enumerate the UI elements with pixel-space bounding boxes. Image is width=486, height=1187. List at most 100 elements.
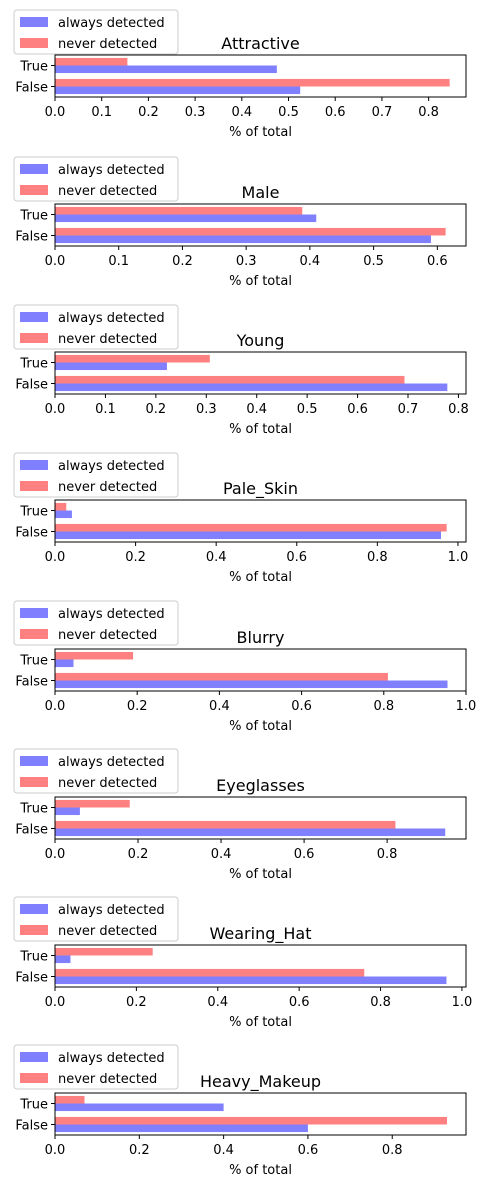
xtick-label: 0.2 bbox=[125, 550, 146, 565]
xtick-label: 0.0 bbox=[45, 699, 66, 714]
legend-box bbox=[13, 1044, 179, 1090]
legend-swatch-always-detected bbox=[20, 312, 48, 322]
bar-never-detected-true bbox=[55, 651, 134, 660]
legend-label-always-detected: always detected bbox=[58, 607, 165, 622]
legend: always detected never detected bbox=[13, 1044, 179, 1090]
bar-never-detected-false bbox=[55, 672, 388, 681]
ytick-label-false: False bbox=[15, 823, 48, 838]
legend-label-always-detected: always detected bbox=[58, 459, 165, 474]
bar-never-detected-false bbox=[55, 968, 365, 977]
x-axis-label: % of total bbox=[229, 570, 292, 585]
legend-label-always-detected: always detected bbox=[58, 903, 165, 918]
xtick-label: 0.1 bbox=[108, 254, 129, 269]
legend-swatch-never-detected bbox=[20, 629, 48, 639]
bar-always-detected-true bbox=[55, 214, 317, 223]
legend-label-never-detected: never detected bbox=[58, 1072, 157, 1087]
legend: always detected never detected bbox=[13, 896, 179, 942]
legend-label-always-detected: always detected bbox=[58, 16, 165, 31]
x-axis-label: % of total bbox=[229, 1163, 292, 1178]
xtick-label: 0.6 bbox=[298, 1143, 319, 1158]
xtick-label: 0.4 bbox=[207, 995, 228, 1010]
xtick-label: 0.2 bbox=[129, 1143, 150, 1158]
chart-title: Blurry bbox=[237, 628, 285, 647]
bar-always-detected-false bbox=[55, 976, 447, 985]
axes-frame bbox=[54, 796, 467, 840]
xtick-label: 0.6 bbox=[427, 254, 448, 269]
xtick-label: 0.1 bbox=[91, 105, 112, 120]
xtick-label: 0.0 bbox=[45, 254, 66, 269]
bar-never-detected-true bbox=[55, 947, 153, 956]
legend-swatch-always-detected bbox=[20, 756, 48, 766]
legend: always detected never detected bbox=[13, 304, 179, 350]
ytick-label-true: True bbox=[19, 505, 48, 520]
ytick-label-true: True bbox=[19, 1098, 48, 1113]
legend: always detected never detected bbox=[13, 156, 179, 202]
legend-swatch-always-detected bbox=[20, 608, 48, 618]
chart-6: False True 0.0 0.2 0.4 0.6 0.8 1.0 % of total Wea… bbox=[13, 896, 473, 1030]
axes-frame bbox=[54, 944, 467, 988]
legend-label-always-detected: always detected bbox=[58, 755, 165, 770]
bar-never-detected-false bbox=[55, 523, 447, 532]
bar-never-detected-true bbox=[55, 206, 303, 215]
xtick-label: 0.7 bbox=[372, 105, 393, 120]
bar-never-detected-true bbox=[55, 799, 130, 808]
xtick-label: 0.4 bbox=[300, 254, 321, 269]
ytick-label-true: True bbox=[19, 950, 48, 965]
legend-box bbox=[13, 600, 179, 646]
chart-2: False True 0.0 0.1 0.2 0.3 0.4 0.5 0.6 0.7 0.8 % of… bbox=[13, 304, 469, 437]
xtick-label: 0.8 bbox=[367, 550, 388, 565]
legend-box bbox=[13, 748, 179, 794]
axes-frame bbox=[54, 54, 467, 98]
ytick-label-false: False bbox=[15, 1119, 48, 1134]
x-axis-label: % of total bbox=[229, 125, 292, 140]
legend-label-never-detected: never detected bbox=[58, 37, 157, 52]
axes-frame bbox=[54, 1092, 467, 1136]
legend: always detected never detected bbox=[13, 452, 179, 498]
legend-swatch-always-detected bbox=[20, 164, 48, 174]
xtick-label: 0.8 bbox=[373, 699, 394, 714]
legend-box bbox=[13, 452, 179, 498]
axes-frame bbox=[54, 648, 467, 692]
xtick-label: 0.0 bbox=[45, 1143, 66, 1158]
legend: always detected never detected bbox=[13, 9, 179, 55]
xtick-label: 0.6 bbox=[325, 105, 346, 120]
legend-swatch-never-detected bbox=[20, 777, 48, 787]
xtick-label: 0.6 bbox=[289, 995, 310, 1010]
bar-always-detected-true bbox=[55, 659, 74, 668]
ytick-label-true: True bbox=[19, 802, 48, 817]
bar-never-detected-false bbox=[55, 820, 396, 829]
ytick-label-false: False bbox=[15, 81, 48, 96]
bar-always-detected-false bbox=[55, 531, 442, 540]
chart-title: Wearing_Hat bbox=[210, 924, 312, 944]
legend-swatch-never-detected bbox=[20, 1073, 48, 1083]
bar-never-detected-true bbox=[55, 57, 128, 66]
xtick-label: 0.5 bbox=[297, 402, 318, 417]
legend-label-always-detected: always detected bbox=[58, 311, 165, 326]
bar-never-detected-false bbox=[55, 78, 450, 87]
legend-label-never-detected: never detected bbox=[58, 184, 157, 199]
legend-swatch-always-detected bbox=[20, 904, 48, 914]
bar-never-detected-true bbox=[55, 502, 67, 511]
bar-always-detected-false bbox=[55, 86, 301, 95]
xtick-label: 0.0 bbox=[45, 402, 66, 417]
xtick-label: 0.0 bbox=[45, 550, 66, 565]
xtick-label: 0.5 bbox=[278, 105, 299, 120]
x-axis-label: % of total bbox=[229, 867, 292, 882]
xtick-label: 0.6 bbox=[347, 402, 368, 417]
chart-7: False True 0.0 0.2 0.4 0.6 0.8 % of total Heavy_… bbox=[13, 1044, 467, 1178]
bar-always-detected-true bbox=[55, 65, 277, 74]
bar-never-detected-false bbox=[55, 227, 446, 236]
xtick-label: 0.8 bbox=[448, 402, 469, 417]
xtick-label: 0.2 bbox=[172, 254, 193, 269]
chart-1: False True 0.0 0.1 0.2 0.3 0.4 0.5 0.6 % of total… bbox=[13, 156, 467, 289]
bar-never-detected-false bbox=[55, 1116, 448, 1125]
legend-swatch-never-detected bbox=[20, 333, 48, 343]
xtick-label: 1.0 bbox=[452, 995, 473, 1010]
xtick-label: 0.1 bbox=[95, 402, 116, 417]
bar-always-detected-false bbox=[55, 680, 448, 689]
axes-frame bbox=[54, 203, 467, 247]
ytick-label-true: True bbox=[19, 357, 48, 372]
legend-swatch-always-detected bbox=[20, 460, 48, 470]
xtick-label: 0.4 bbox=[213, 1143, 234, 1158]
bar-never-detected-true bbox=[55, 1095, 85, 1104]
